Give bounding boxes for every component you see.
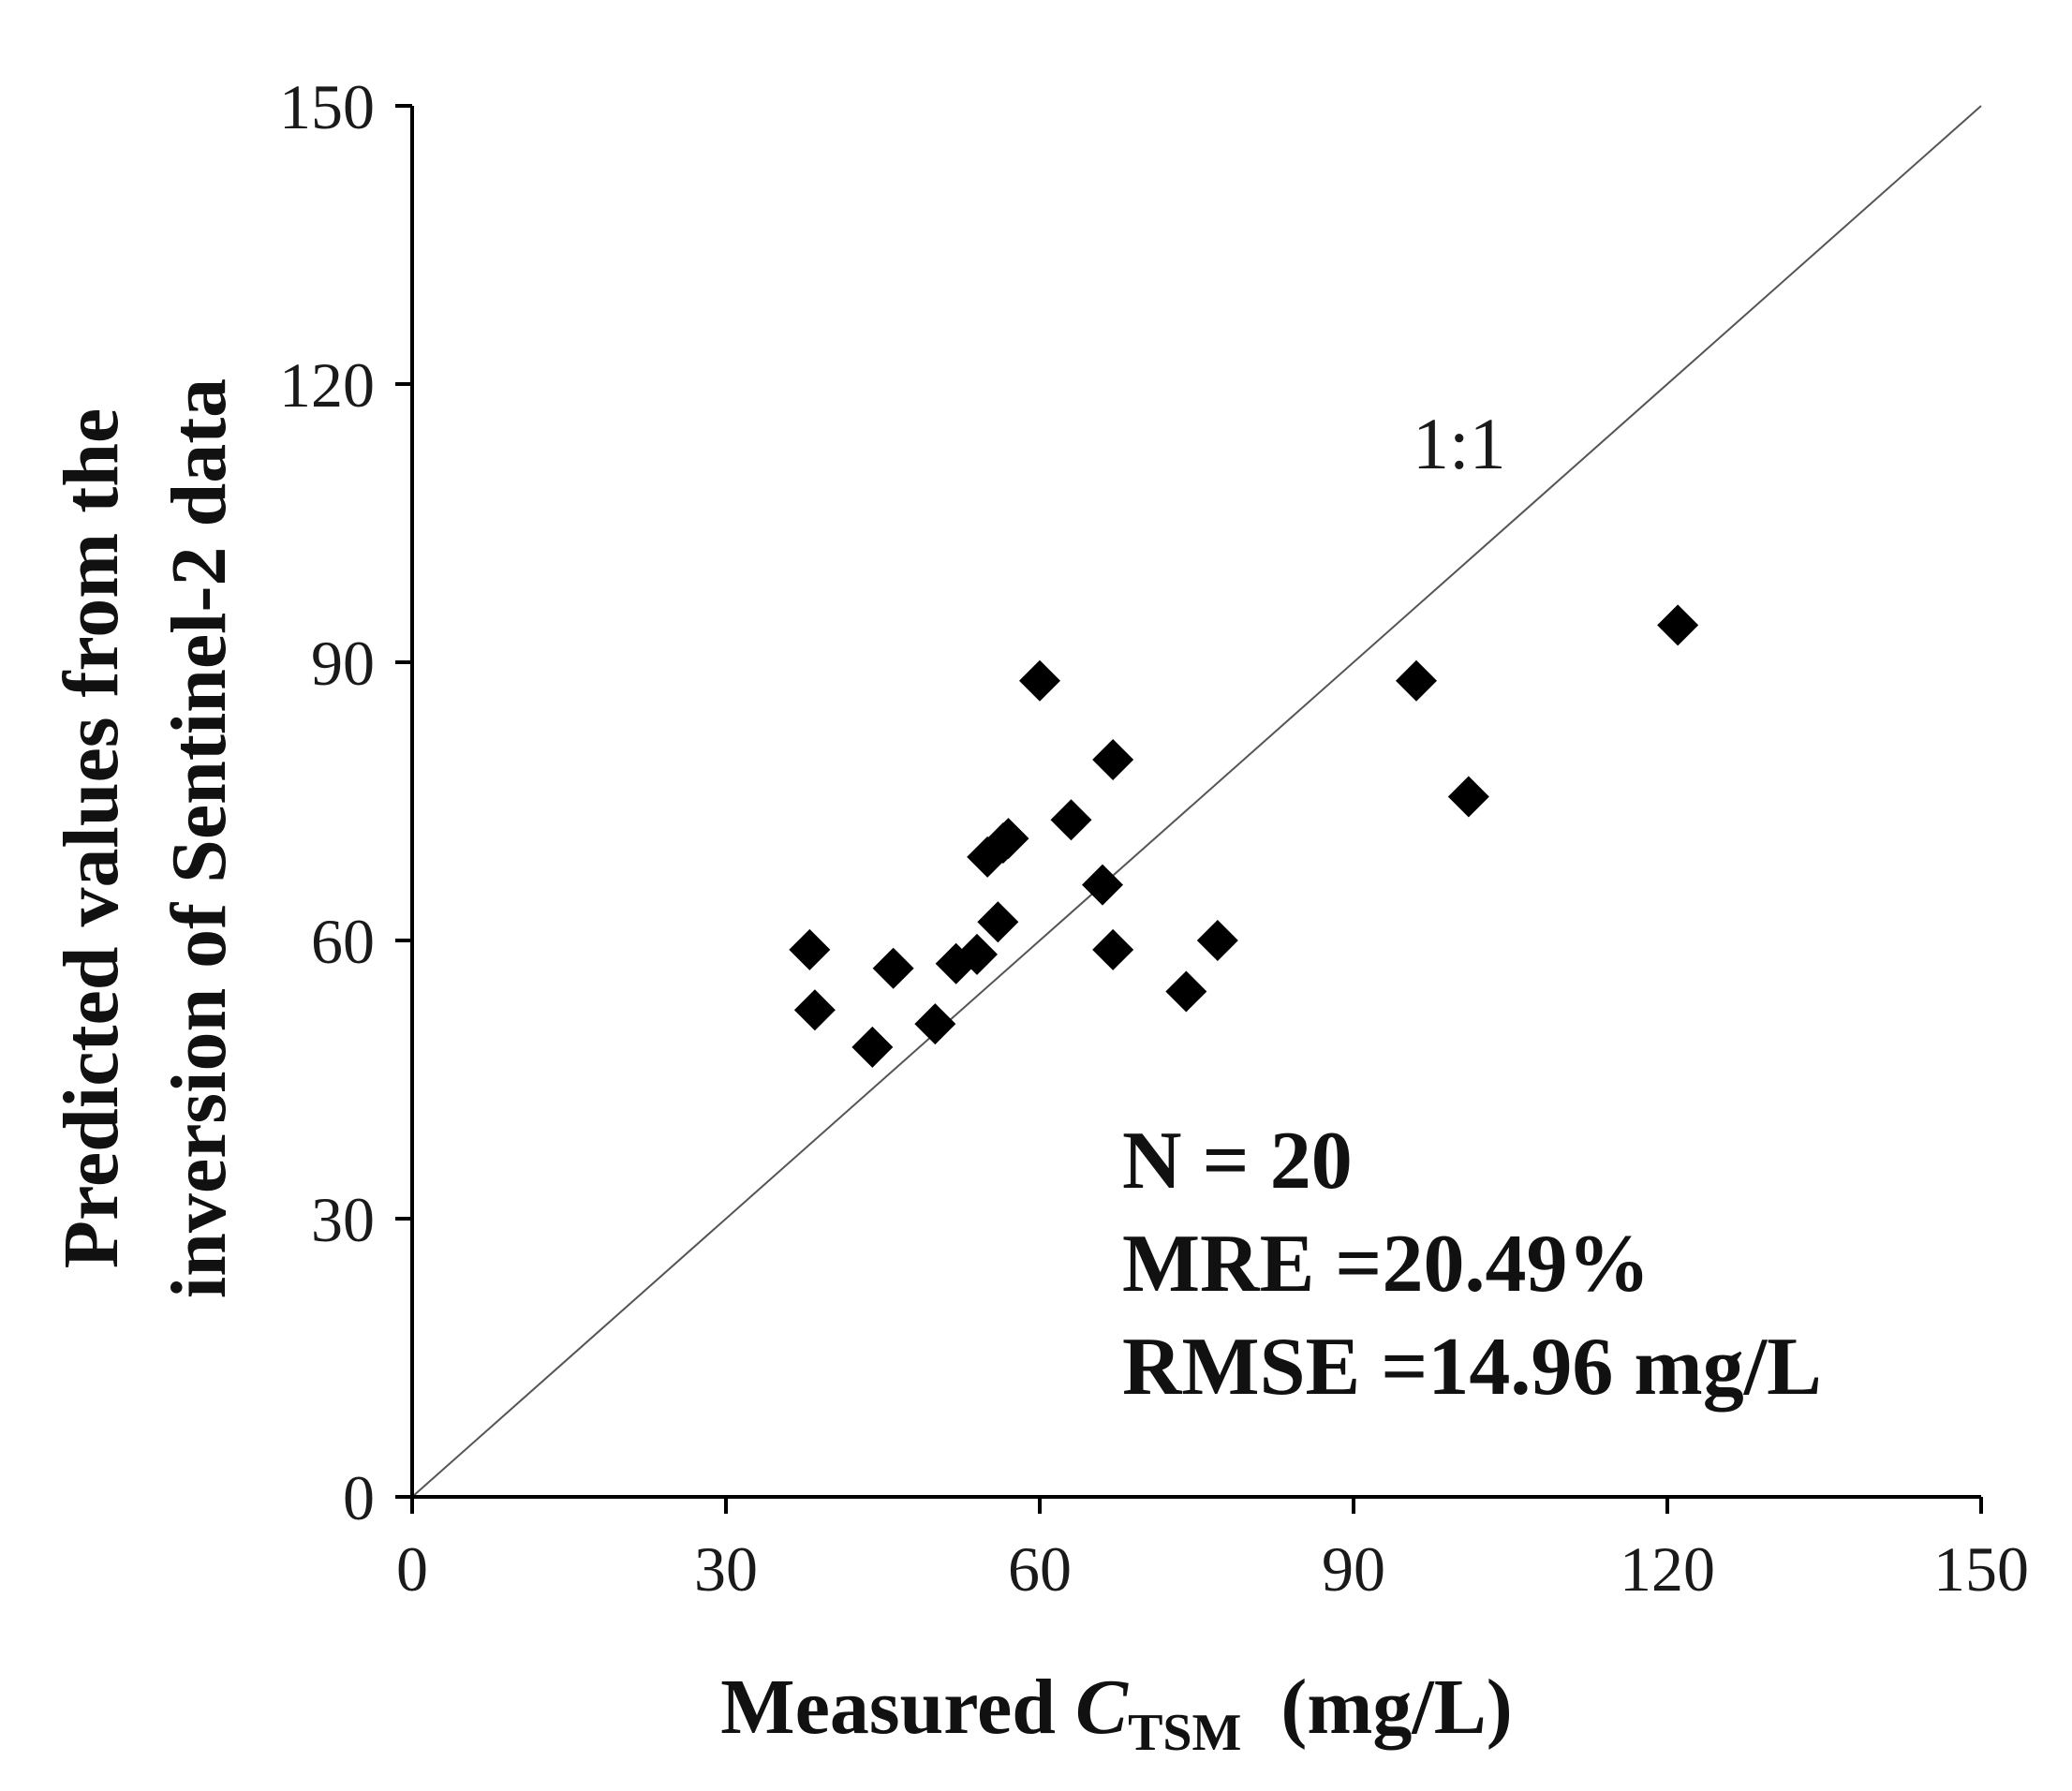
x-tick-label: 90 xyxy=(1322,1533,1385,1605)
y-tick-label: 150 xyxy=(279,71,375,142)
x-axis-title: Measured CTSM (mg/L) xyxy=(720,1664,1512,1762)
data-points xyxy=(789,604,1699,1068)
data-point-diamond xyxy=(872,947,914,989)
y-tick-label: 30 xyxy=(311,1184,375,1255)
one-to-one-reference-line xyxy=(411,105,1982,1498)
x-axis-ticks: 0 30 60 90 120 150 xyxy=(396,1497,2029,1605)
y-axis-title-line-1: Predicted values from the xyxy=(48,408,135,1268)
data-point-diamond xyxy=(1396,659,1437,702)
data-point-diamond xyxy=(789,928,831,970)
data-point-diamond xyxy=(851,1026,894,1068)
data-point-diamond xyxy=(956,933,998,975)
data-point-diamond xyxy=(987,818,1029,860)
data-point-diamond xyxy=(1196,920,1238,961)
data-point-diamond xyxy=(1082,864,1123,906)
mre-annotation: MRE =20.49% xyxy=(1122,1219,1650,1310)
x-tick-label: 30 xyxy=(694,1533,758,1605)
rmse-annotation: RMSE =14.96 mg/L xyxy=(1122,1322,1822,1413)
one-to-one-label: 1:1 xyxy=(1413,403,1506,484)
x-axis-title-subscript: TSM xyxy=(1128,1704,1241,1762)
y-tick-label: 60 xyxy=(311,906,375,977)
y-tick-label: 120 xyxy=(279,349,375,421)
x-tick-label: 120 xyxy=(1620,1533,1715,1605)
data-point-diamond xyxy=(1019,659,1060,702)
data-point-diamond xyxy=(1165,970,1207,1013)
x-tick-label: 60 xyxy=(1008,1533,1072,1605)
y-tick-label: 90 xyxy=(311,628,375,699)
x-axis-title-unit: (mg/L) xyxy=(1241,1664,1512,1751)
data-point-diamond xyxy=(1657,604,1699,646)
sample-count-annotation: N = 20 xyxy=(1122,1116,1353,1206)
y-axis-ticks: 0 30 60 90 120 150 xyxy=(279,71,412,1533)
data-point-diamond xyxy=(793,989,836,1031)
data-point-diamond xyxy=(1050,799,1092,841)
data-point-diamond xyxy=(914,1003,956,1045)
y-axis-title-line-2: inversion of Sentinel-2 data xyxy=(155,378,243,1298)
data-point-diamond xyxy=(1092,928,1134,970)
y-tick-label: 0 xyxy=(343,1462,375,1533)
x-tick-label: 150 xyxy=(1933,1533,2029,1605)
x-axis-title-prefix: Measured xyxy=(720,1664,1075,1751)
statistics-annotation: N = 20 MRE =20.49% RMSE =14.96 mg/L xyxy=(1122,1116,1822,1413)
x-axis-title-symbol: C xyxy=(1075,1664,1129,1751)
x-tick-label: 0 xyxy=(396,1533,428,1605)
plot-area: 0 30 60 90 120 150 0 30 60 90 120 150 xyxy=(279,71,2029,1605)
data-point-diamond xyxy=(1092,738,1134,780)
data-point-diamond xyxy=(977,901,1019,943)
data-point-diamond xyxy=(1447,776,1489,818)
